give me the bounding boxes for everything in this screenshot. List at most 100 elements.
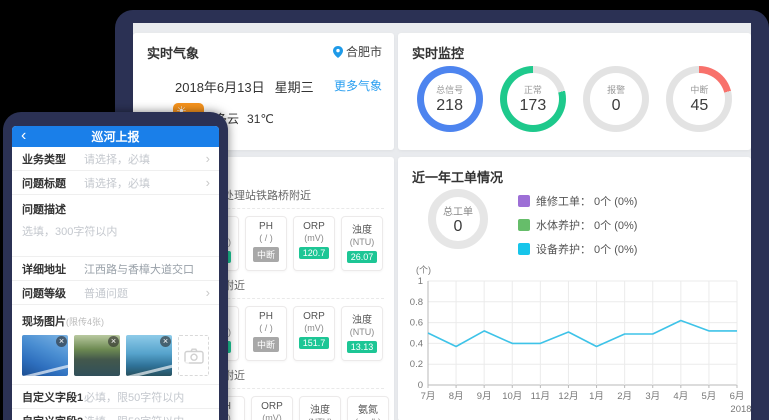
sensor-card: ORP (mV) 120.7 <box>293 216 335 271</box>
camera-icon <box>183 348 204 364</box>
photo-thumb[interactable]: × <box>74 335 120 376</box>
sensor-label: PH <box>259 221 273 232</box>
photo-thumb[interactable]: × <box>120 335 190 381</box>
total-workorders-label: 总工单 <box>443 206 473 218</box>
sensor-card: PH( / ) 中断 <box>245 306 287 361</box>
signal-gauge: 正常 173 <box>499 66 566 132</box>
gauge-value: 45 <box>690 97 709 114</box>
sun-glyph: ☀ <box>176 104 187 118</box>
date-row: 2018年6月13日 星期三 <box>175 77 314 96</box>
gauge-label: 总信号 <box>436 85 464 95</box>
legend-item: 水体养护： 0个 (0%) <box>518 217 637 233</box>
svg-text:1: 1 <box>418 276 423 287</box>
station-title: 附近 <box>223 370 245 382</box>
phone-screen: ‹ 巡河上报 业务类型 请选择，必填 › 问题标题 请选择，必填 › 问题描述 选填，30… <box>12 126 219 420</box>
form-row-业务类型[interactable]: 业务类型 请选择，必填 › <box>12 147 219 171</box>
field-label: 自定义字段2 <box>22 413 84 420</box>
legend-color-swatch <box>518 195 530 207</box>
sensor-unit: ( / ) <box>259 323 273 333</box>
workorders-card: 近一年工单情况 总工单 0 维修工单： 0个 (0%) 水体养护： 0个 (0%)… <box>398 157 751 420</box>
back-button[interactable]: ‹ <box>21 127 27 144</box>
sensor-unit: (NTU) <box>301 417 339 420</box>
sensor-label: ORP <box>303 311 325 322</box>
gauge-label: 正常 <box>523 85 542 95</box>
gauge-value: 173 <box>519 97 547 114</box>
sensor-value-badge: 151.7 <box>298 337 330 349</box>
svg-text:2018: 2018 <box>730 404 751 415</box>
legend-text: 设备养护： 0个 (0%) <box>536 244 638 256</box>
field-label: 自定义字段1 <box>22 391 84 404</box>
photo-remove-button[interactable]: × <box>56 336 67 347</box>
signal-gauge: 总信号 218 <box>416 66 483 132</box>
svg-text:1月: 1月 <box>589 391 604 402</box>
photo-remove-button[interactable]: × <box>108 336 119 347</box>
field-label: 业务类型 <box>22 153 66 166</box>
field-value: 江西路与香樟大道交口 <box>84 263 194 276</box>
sensor-unit: (mg/L) <box>349 417 387 420</box>
sensor-card: ORP (mV) 151.7 <box>293 306 335 361</box>
form-row-自定义字段2[interactable]: 自定义字段2选填，限50字符以内 <box>12 409 219 420</box>
sensor-label: 浊度 <box>352 225 372 236</box>
svg-text:9月: 9月 <box>477 391 492 402</box>
legend-item: 设备养护： 0个 (0%) <box>518 241 637 257</box>
gauge-inner: 正常 173 <box>506 73 559 125</box>
svg-text:0.8: 0.8 <box>410 297 423 308</box>
field-label: 详细地址 <box>22 263 66 276</box>
gauge-value: 0 <box>611 97 621 114</box>
field-value: 请选择，必填 <box>84 153 150 166</box>
sensor-card: 浊度(NTU)13.86 <box>299 396 341 420</box>
sensor-label: 氨氮 <box>358 405 378 416</box>
field-value: 必填，限50字符以内 <box>84 391 185 404</box>
station-divider <box>143 298 384 299</box>
gauge-label: 中断 <box>690 85 709 95</box>
photo-thumb[interactable]: × <box>16 335 86 381</box>
location-pin-icon <box>332 45 343 58</box>
legend-text: 维修工单： 0个 (0%) <box>536 196 638 208</box>
phone-frame: ‹ 巡河上报 业务类型 请选择，必填 › 问题标题 请选择，必填 › 问题描述 选填，30… <box>3 112 228 420</box>
photos-label-text: 现场图片 <box>22 316 66 328</box>
sensor-card: 氨氮(mg/L)2.47 <box>347 396 389 420</box>
photo-remove-button[interactable]: × <box>160 336 171 347</box>
sensor-label: PH <box>259 311 273 322</box>
more-weather-link[interactable]: 更多气象 <box>333 79 382 93</box>
svg-text:5月: 5月 <box>702 391 717 402</box>
svg-text:11月: 11月 <box>531 391 550 402</box>
realtime-monitor-card: 实时监控 总信号 218 正常 173 报警 0 中断 45 <box>398 33 751 150</box>
phone-app-header: ‹ 巡河上报 <box>12 126 219 147</box>
sensor-unit: (mV) <box>304 323 324 333</box>
sensor-label: ORP <box>261 401 283 412</box>
sensor-card: PH( / ) 中断 <box>245 216 287 271</box>
svg-text:0.6: 0.6 <box>410 318 423 329</box>
description-label: 问题描述 <box>22 204 66 216</box>
city-label: 合肥市 <box>345 45 382 59</box>
form-row-问题标题[interactable]: 问题标题 请选择，必填 › <box>12 171 219 195</box>
add-photo-button[interactable] <box>178 335 209 376</box>
sensor-value-badge: 中断 <box>252 247 279 262</box>
legend-color-swatch <box>518 219 530 231</box>
station-title: 附近 <box>223 280 245 292</box>
workorder-line-chart: 0 0.2 0.4 0.6 0.8 1 7月 8月 9月 10月 11月 12月 1月 2月 3月 4月 5月 6… <box>410 265 751 415</box>
field-value: 普通问题 <box>84 287 128 300</box>
description-field[interactable]: 问题描述 选填，300字符以内 <box>12 195 219 257</box>
weekday-label: 星期三 <box>274 80 314 95</box>
sensor-card: 浊度 (NTU) 13.13 <box>341 306 383 361</box>
total-workorders-gauge: 总工单 0 <box>428 189 488 249</box>
phone-page-title: 巡河上报 <box>91 130 140 144</box>
gauge-value: 218 <box>436 97 463 114</box>
form-row-自定义字段1[interactable]: 自定义字段1 必填，限50字符以内 <box>12 385 219 409</box>
photos-section-label: 现场图片(限传4张) <box>12 305 219 329</box>
svg-text:0.4: 0.4 <box>410 338 423 349</box>
svg-text:8月: 8月 <box>449 391 464 402</box>
svg-text:2月: 2月 <box>617 391 632 402</box>
form-row-问题等级[interactable]: 问题等级 普通问题 › <box>12 281 219 305</box>
sensor-label: ORP <box>303 221 325 232</box>
monitor-title: 实时监控 <box>412 46 465 61</box>
form-row-详细地址[interactable]: 详细地址 江西路与香樟大道交口 <box>12 257 219 281</box>
chevron-right-icon: › <box>205 175 210 190</box>
station-divider <box>143 208 384 209</box>
gauge-inner: 报警 0 <box>590 73 643 125</box>
sensor-label: 浊度 <box>310 405 330 416</box>
